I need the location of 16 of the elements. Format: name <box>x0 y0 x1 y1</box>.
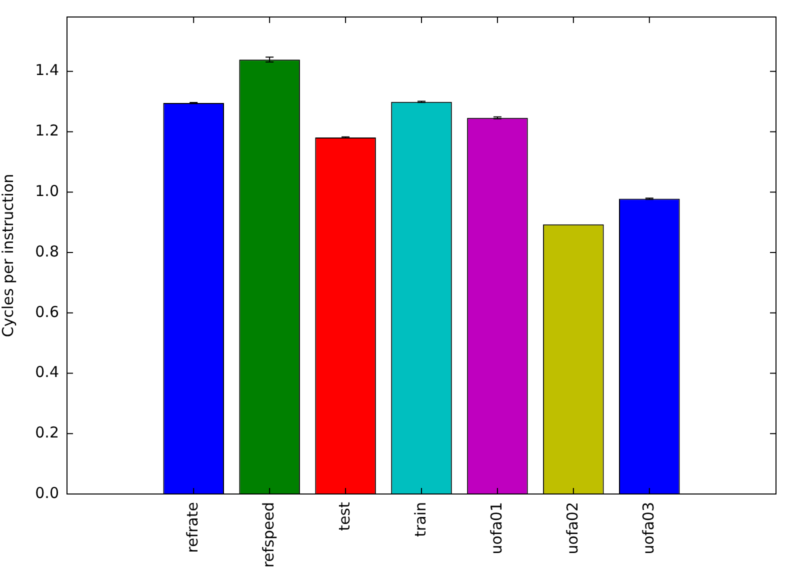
y-tick-label: 0.4 <box>35 363 59 382</box>
y-axis-title: Cycles per instruction <box>0 174 17 338</box>
x-tick-label: train <box>411 502 430 537</box>
y-tick-label: 0.0 <box>35 484 59 502</box>
x-tick-label: test <box>335 502 354 531</box>
y-tick-label: 0.8 <box>35 242 59 260</box>
x-tick-label: uofa03 <box>639 502 658 554</box>
y-tick-label: 1.2 <box>35 122 59 140</box>
x-tick-label: refrate <box>184 502 202 553</box>
y-tick-label: 1.4 <box>35 61 59 80</box>
y-tick-label: 1.0 <box>35 182 59 200</box>
y-tick-label: 0.2 <box>35 424 59 442</box>
x-tick-label: refspeed <box>259 502 278 568</box>
x-tick-label: uofa02 <box>563 502 582 554</box>
x-tick-label: uofa01 <box>487 502 506 554</box>
y-tick-label: 0.6 <box>35 302 59 321</box>
